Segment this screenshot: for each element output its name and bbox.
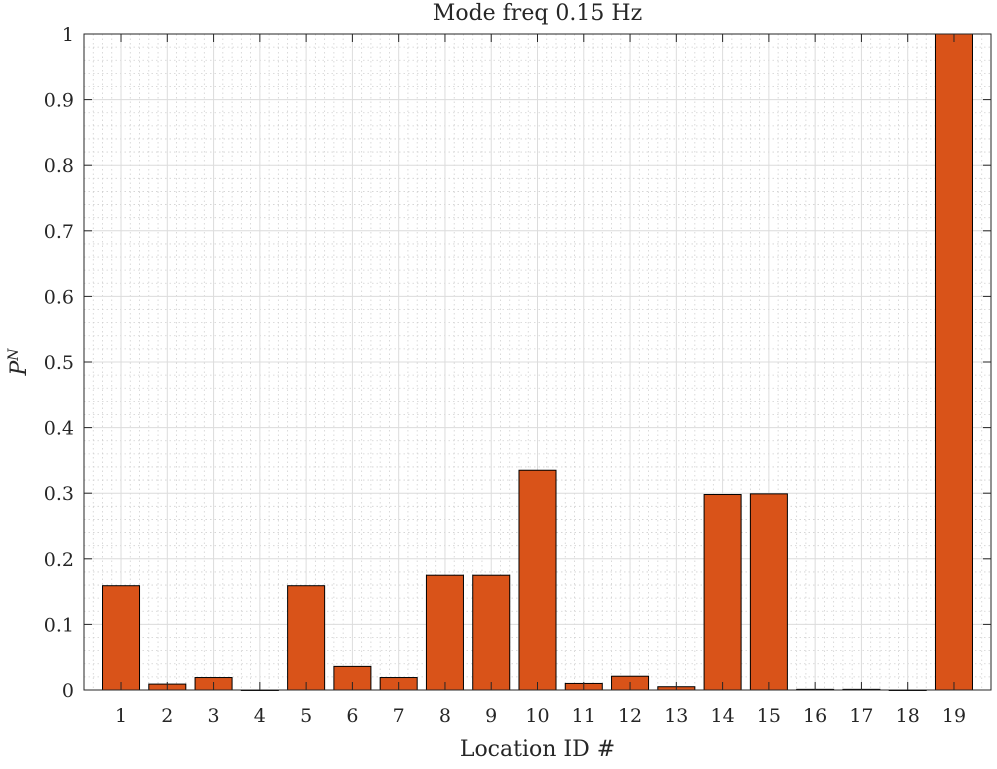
x-tick-label: 4 xyxy=(254,705,266,727)
y-tick-labels: 0 0.1 0.2 0.3 0.4 0.5 0.6 0.7 0.8 0.9 1 xyxy=(44,24,74,702)
y-tick-label: 0.9 xyxy=(44,90,74,112)
bar-8 xyxy=(425,574,464,691)
x-tick-label: 5 xyxy=(300,705,312,727)
y-tick-label: 0.3 xyxy=(44,483,74,505)
bar-15 xyxy=(749,493,788,691)
y-tick-label: 0.7 xyxy=(44,221,74,243)
y-tick-label: 0.2 xyxy=(44,549,74,571)
x-tick-label: 19 xyxy=(942,705,966,727)
bar-1 xyxy=(102,585,141,691)
y-axis-label: PN xyxy=(6,348,32,377)
x-tick-label: 8 xyxy=(439,705,451,727)
y-tick-label: 0.1 xyxy=(44,614,74,636)
chart-title: Mode freq 0.15 Hz xyxy=(433,1,642,26)
bars xyxy=(102,33,973,691)
x-tick-label: 17 xyxy=(849,705,873,727)
y-tick-label: 0.6 xyxy=(44,286,74,308)
y-tick-label: 0 xyxy=(62,680,74,702)
bar-14 xyxy=(703,494,742,691)
x-tick-label: 9 xyxy=(485,705,497,727)
y-tick-label: 0.5 xyxy=(44,352,74,374)
x-tick-label: 7 xyxy=(393,705,405,727)
y-axis-label-superscript: N xyxy=(6,348,22,362)
bar-19 xyxy=(934,33,973,691)
x-tick-label: 14 xyxy=(711,705,735,727)
x-tick-label: 18 xyxy=(896,705,920,727)
ticks xyxy=(84,33,991,691)
bar-9 xyxy=(472,574,511,691)
x-tick-label: 10 xyxy=(525,705,549,727)
y-tick-label: 0.4 xyxy=(44,418,74,440)
x-tick-label: 12 xyxy=(618,705,642,727)
y-tick-label: 0.8 xyxy=(44,155,74,177)
x-tick-label: 3 xyxy=(208,705,220,727)
x-tick-label: 2 xyxy=(161,705,173,727)
x-tick-label: 15 xyxy=(757,705,781,727)
bar-10 xyxy=(518,469,557,691)
x-tick-label: 1 xyxy=(115,705,127,727)
y-axis-label-main: P xyxy=(7,360,32,377)
x-tick-labels: 1 2 3 4 5 6 7 8 9 10 11 12 13 14 15 16 17 18 19 xyxy=(115,705,966,727)
y-tick-label: 1 xyxy=(62,24,74,46)
x-axis-label: Location ID # xyxy=(460,737,615,762)
x-tick-label: 11 xyxy=(572,705,596,727)
x-tick-label: 13 xyxy=(664,705,688,727)
bar-5 xyxy=(287,585,326,691)
x-tick-label: 16 xyxy=(803,705,827,727)
x-tick-label: 6 xyxy=(346,705,358,727)
